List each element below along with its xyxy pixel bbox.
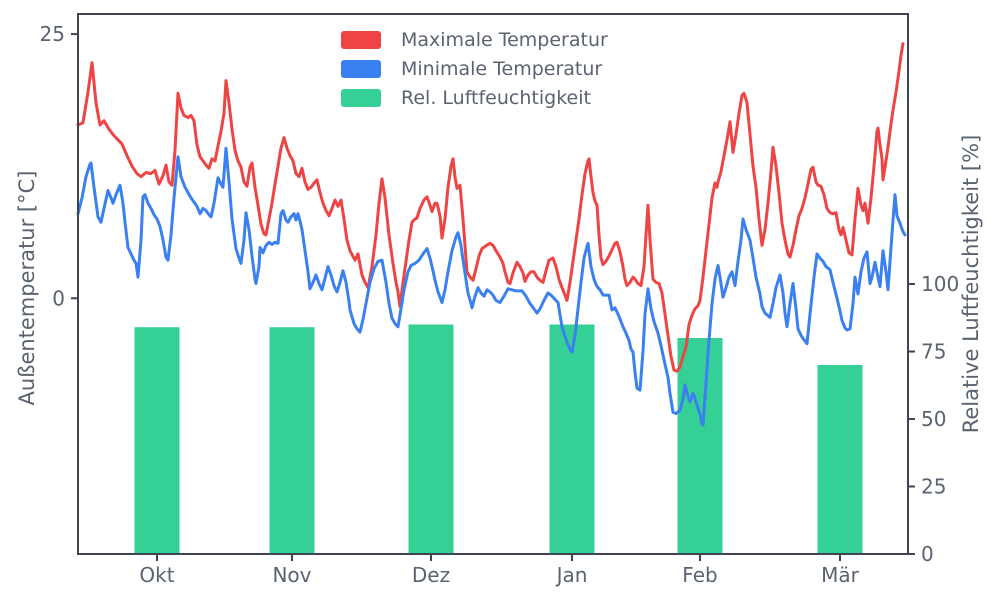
- right-tick-label: 0: [921, 542, 934, 566]
- x-tick-label: Jan: [555, 563, 588, 587]
- legend: Maximale Temperatur Minimale Temperatur …: [341, 29, 608, 118]
- legend-item-humidity: Rel. Luftfeuchtigkeit: [341, 87, 608, 109]
- legend-label-min-temp: Minimale Temperatur: [401, 58, 603, 80]
- max-temp-line: [76, 42, 905, 373]
- plot-border: [77, 13, 909, 555]
- legend-item-max-temp: Maximale Temperatur: [341, 29, 608, 51]
- right-tick-label: 25: [921, 475, 946, 499]
- left-axis-title: Außentemperatur [°C]: [15, 170, 39, 406]
- x-tick-label: Dez: [412, 563, 450, 587]
- right-tick-label: 75: [921, 340, 946, 364]
- humidity-bar: [677, 338, 723, 554]
- humidity-bar: [549, 324, 595, 554]
- legend-swatch-max-temp: [341, 31, 381, 49]
- x-tick-label: Nov: [272, 563, 311, 587]
- legend-swatch-humidity: [341, 89, 381, 107]
- humidity-bar: [134, 327, 180, 554]
- humidity-bar: [817, 365, 863, 554]
- left-tick-label: 25: [40, 22, 65, 46]
- legend-label-humidity: Rel. Luftfeuchtigkeit: [401, 87, 591, 109]
- x-tick-label: Mär: [821, 563, 860, 587]
- left-tick-label: 0: [52, 286, 65, 310]
- x-tick-label: Okt: [139, 563, 174, 587]
- right-tick-label: 50: [921, 407, 946, 431]
- legend-item-min-temp: Minimale Temperatur: [341, 58, 608, 80]
- legend-label-max-temp: Maximale Temperatur: [401, 29, 608, 51]
- humidity-bar: [269, 327, 315, 554]
- humidity-bar: [408, 324, 454, 554]
- right-axis-title: Relative Luftfeuchtigkeit [%]: [959, 134, 983, 434]
- x-tick-label: Feb: [682, 563, 717, 587]
- min-temp-line: [76, 146, 907, 427]
- right-tick-label: 100: [921, 272, 959, 296]
- legend-swatch-min-temp: [341, 60, 381, 78]
